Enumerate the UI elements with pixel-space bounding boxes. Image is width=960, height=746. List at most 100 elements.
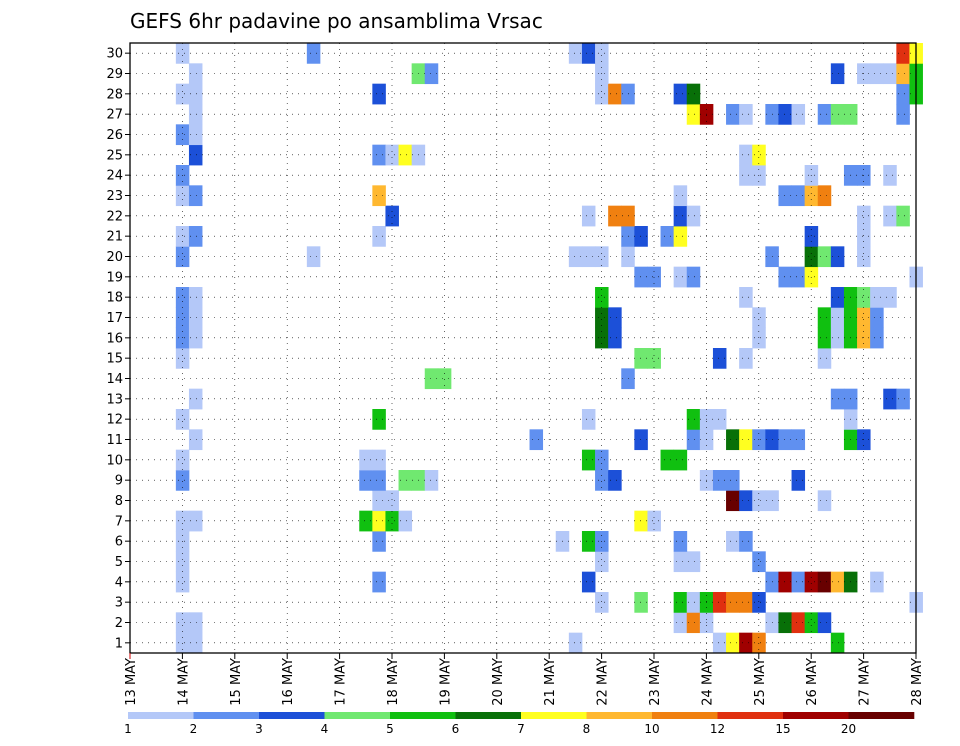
heatmap-cell xyxy=(726,592,740,613)
legend-label: 2 xyxy=(190,722,198,736)
heatmap-cell xyxy=(385,144,399,166)
heatmap-cell xyxy=(634,266,648,288)
heatmap-cell xyxy=(568,246,583,268)
heatmap-cell xyxy=(830,571,845,593)
heatmap-cell xyxy=(359,449,373,471)
x-tick-label: 15 MAY xyxy=(229,658,244,706)
y-tick-label: 7 xyxy=(115,514,123,529)
heatmap-cell xyxy=(686,409,701,430)
heatmap-cell xyxy=(883,63,897,85)
x-tick-label: 13 MAY xyxy=(124,658,139,706)
x-tick-label: 24 MAY xyxy=(700,658,715,706)
heatmap-cell xyxy=(817,307,832,329)
legend-label: 4 xyxy=(321,722,329,736)
heatmap-cell xyxy=(778,612,792,634)
heatmap-cell xyxy=(372,83,386,105)
heatmap-cell xyxy=(595,470,609,491)
heatmap-cell xyxy=(188,83,203,105)
heatmap-cell xyxy=(175,449,190,471)
heatmap-cell xyxy=(896,63,910,85)
heatmap-cell xyxy=(739,592,753,613)
heatmap-cell xyxy=(778,104,792,125)
heatmap-cell xyxy=(424,368,439,390)
heatmap-cell xyxy=(804,185,819,207)
heatmap-cell xyxy=(778,429,792,451)
legend-label: 12 xyxy=(710,722,725,736)
x-tick-label: 18 MAY xyxy=(386,658,401,706)
heatmap-cell xyxy=(188,287,203,308)
legend-label: 1 xyxy=(124,722,132,736)
heatmap-cell xyxy=(830,246,845,268)
heatmap-cell xyxy=(660,226,675,247)
heatmap-cell xyxy=(398,470,413,491)
heatmap-cell xyxy=(739,531,753,552)
x-tick-label: 19 MAY xyxy=(438,658,453,706)
heatmap-cell xyxy=(175,327,190,349)
heatmap-cell xyxy=(673,205,688,227)
x-tick-label: 22 MAY xyxy=(596,658,611,706)
heatmap-cell xyxy=(817,185,832,207)
heatmap-cell xyxy=(817,104,832,125)
heatmap-cell xyxy=(385,490,399,512)
heatmap-cell xyxy=(712,470,727,491)
heatmap-cell xyxy=(581,531,596,552)
heatmap-cell xyxy=(686,429,701,451)
heatmap-cell xyxy=(634,429,648,451)
heatmap-cell xyxy=(726,531,740,552)
heatmap-cell xyxy=(372,449,386,471)
y-tick-label: 28 xyxy=(106,87,123,102)
heatmap-cell xyxy=(804,246,819,268)
heatmap-cell xyxy=(188,510,203,532)
heatmap-cell xyxy=(188,185,203,207)
heatmap-cell xyxy=(870,307,884,329)
heatmap-cell xyxy=(726,429,740,451)
legend-swatch xyxy=(455,712,522,719)
legend-label: 3 xyxy=(255,722,263,736)
heatmap-cell xyxy=(175,348,190,369)
heatmap-cell xyxy=(830,327,845,349)
legend-label: 5 xyxy=(386,722,394,736)
heatmap-cell xyxy=(359,510,373,532)
heatmap-cell xyxy=(175,43,190,64)
heatmap-cell xyxy=(188,632,203,654)
heatmap-cell xyxy=(581,246,596,268)
heatmap-cell xyxy=(673,449,688,471)
heatmap-cell xyxy=(608,470,622,491)
heatmap-cell xyxy=(673,612,688,634)
heatmap-cell xyxy=(804,612,819,634)
color-legend: 1 2 3 4 5 6 7 8 10 12 15 20 xyxy=(124,712,915,736)
heatmap-cell xyxy=(372,144,386,166)
y-tick-label: 22 xyxy=(106,209,123,224)
heatmap-cell xyxy=(791,429,806,451)
heatmap-cell xyxy=(830,388,845,410)
heatmap-cell xyxy=(830,63,845,85)
heatmap-cell xyxy=(883,205,897,227)
x-tick-label: 14 MAY xyxy=(176,658,191,706)
heatmap-cell xyxy=(686,83,701,105)
heatmap-cell xyxy=(883,388,897,410)
heatmap-cell xyxy=(712,632,727,654)
chart-title: GEFS 6hr padavine po ansamblima Vrsac xyxy=(130,9,543,33)
legend-swatch xyxy=(652,712,718,719)
y-tick-label: 8 xyxy=(115,494,123,509)
heatmap-cell xyxy=(857,287,871,308)
heatmap-cell xyxy=(372,409,386,430)
y-tick-label: 11 xyxy=(106,433,123,448)
heatmap-cell xyxy=(175,571,190,593)
heatmap-cell xyxy=(726,490,740,512)
heatmap-cell xyxy=(673,531,688,552)
heatmap-cell xyxy=(175,470,190,491)
heatmap-cell xyxy=(372,226,386,247)
heatmap-cell xyxy=(752,551,766,573)
heatmap-cell xyxy=(424,63,439,85)
heatmap-cell xyxy=(372,470,386,491)
legend-swatch xyxy=(848,712,915,719)
heatmap-cell xyxy=(306,246,321,268)
heatmap-cell xyxy=(634,348,648,369)
heatmap-cell xyxy=(817,327,832,349)
x-tick-label: 16 MAY xyxy=(281,658,296,706)
heatmap-cell xyxy=(870,63,884,85)
heatmap-cell xyxy=(175,510,190,532)
heatmap-cell xyxy=(830,632,845,654)
